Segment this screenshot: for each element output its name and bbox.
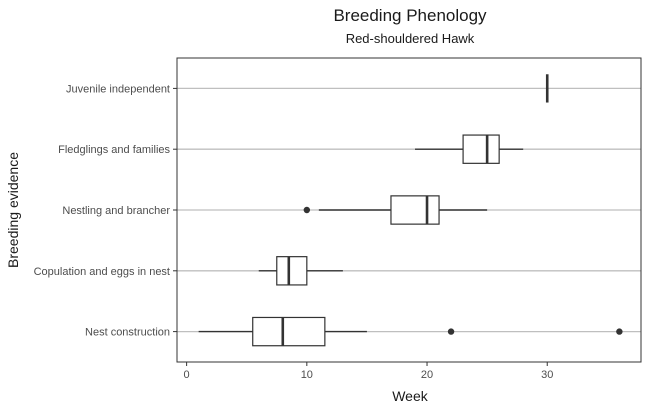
y-tick-label: Juvenile independent <box>66 83 170 95</box>
outlier-point <box>303 206 311 214</box>
y-axis-label: Breeding evidence <box>5 152 21 268</box>
box <box>390 195 440 225</box>
outlier-point <box>616 328 623 335</box>
y-tick-label: Nest construction <box>85 327 170 339</box>
y-tick-label: Fledglings and families <box>58 144 170 156</box>
box <box>276 256 308 286</box>
x-tick-label: 0 <box>184 369 190 381</box>
x-tick-label: 20 <box>421 369 433 381</box>
box <box>252 316 326 347</box>
y-tick-label: Nestling and brancher <box>62 205 170 217</box>
box <box>462 134 500 164</box>
panel-border <box>176 57 642 363</box>
chart-title: Breeding Phenology <box>333 6 487 25</box>
outlier-point <box>447 328 455 335</box>
x-tick-label: 10 <box>301 369 313 381</box>
x-tick-label: 30 <box>541 369 553 381</box>
plot-panel: Nest construction Copulation and eggs in … <box>34 57 642 381</box>
y-tick-label: Copulation and eggs in nest <box>34 266 170 278</box>
x-axis-label: Week <box>392 388 429 404</box>
chart-subtitle: Red-shouldered Hawk <box>346 31 475 46</box>
